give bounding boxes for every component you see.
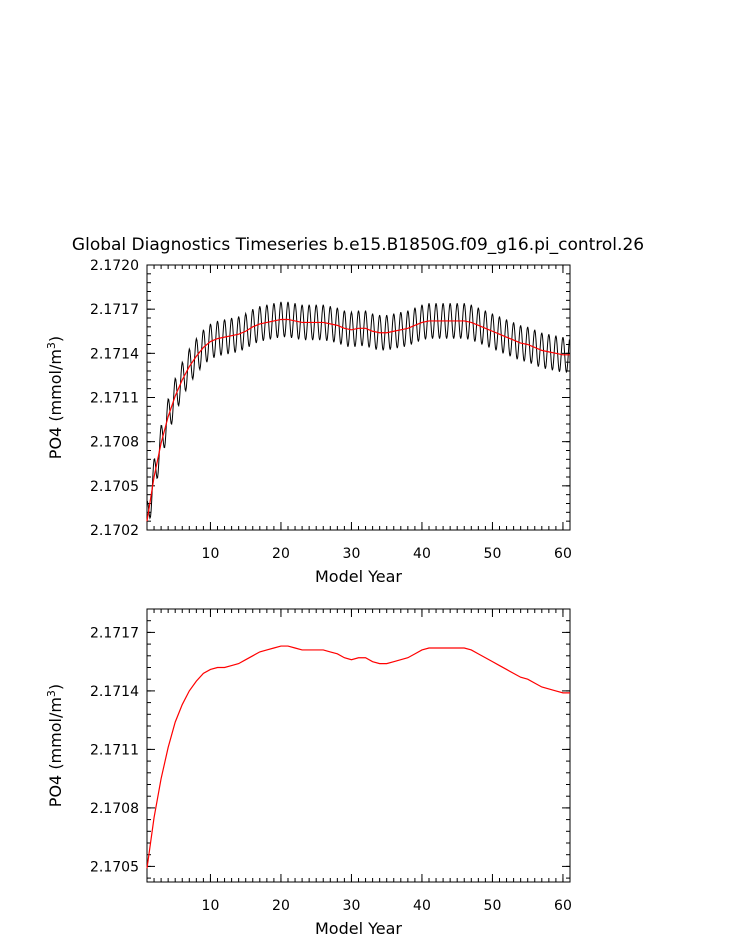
y-tick-label: 2.1720 <box>90 258 139 274</box>
x-tick-label: 30 <box>343 898 361 914</box>
y-axis-label: PO4 (mmol/m3) <box>45 336 66 459</box>
y-tick-label: 2.1705 <box>90 859 139 875</box>
y-tick-label: 2.1717 <box>90 302 139 318</box>
x-tick-label: 50 <box>484 898 502 914</box>
x-tick-label: 60 <box>554 546 572 562</box>
x-tick-label: 40 <box>413 898 431 914</box>
chart-title: Global Diagnostics Timeseries b.e15.B185… <box>72 235 644 255</box>
x-tick-label: 20 <box>272 898 290 914</box>
x-tick-label: 40 <box>413 546 431 562</box>
y-tick-label: 2.1705 <box>90 479 139 495</box>
annual-mean-series-line <box>146 318 570 522</box>
x-axis-label: Model Year <box>315 919 402 938</box>
y-tick-label: 2.1714 <box>90 684 139 700</box>
x-tick-label: 10 <box>202 546 220 562</box>
bottom-panel: 10 20 30 40 50 60 2.1705 2.1708 2.1711 2.1714 2.17… <box>45 608 572 938</box>
monthly-series-line <box>146 301 570 520</box>
x-tick-label: 20 <box>272 546 290 562</box>
y-tick-label: 2.1711 <box>90 391 139 407</box>
x-tick-label: 60 <box>554 898 572 914</box>
y-tick-label: 2.1717 <box>90 625 139 641</box>
annual-mean-series-line <box>146 645 570 869</box>
y-axis-label: PO4 (mmol/m3) <box>45 684 66 807</box>
x-axis-label: Model Year <box>315 567 402 586</box>
y-tick-label: 2.1711 <box>90 742 139 758</box>
x-tick-label: 50 <box>484 546 502 562</box>
top-panel: Global Diagnostics Timeseries b.e15.B185… <box>45 235 645 586</box>
y-tick-label: 2.1708 <box>90 435 139 451</box>
x-tick-label: 30 <box>343 546 361 562</box>
y-tick-label: 2.1714 <box>90 346 139 362</box>
y-tick-label: 2.1708 <box>90 801 139 817</box>
x-tick-label: 10 <box>202 898 220 914</box>
y-tick-label: 2.1702 <box>90 523 139 539</box>
